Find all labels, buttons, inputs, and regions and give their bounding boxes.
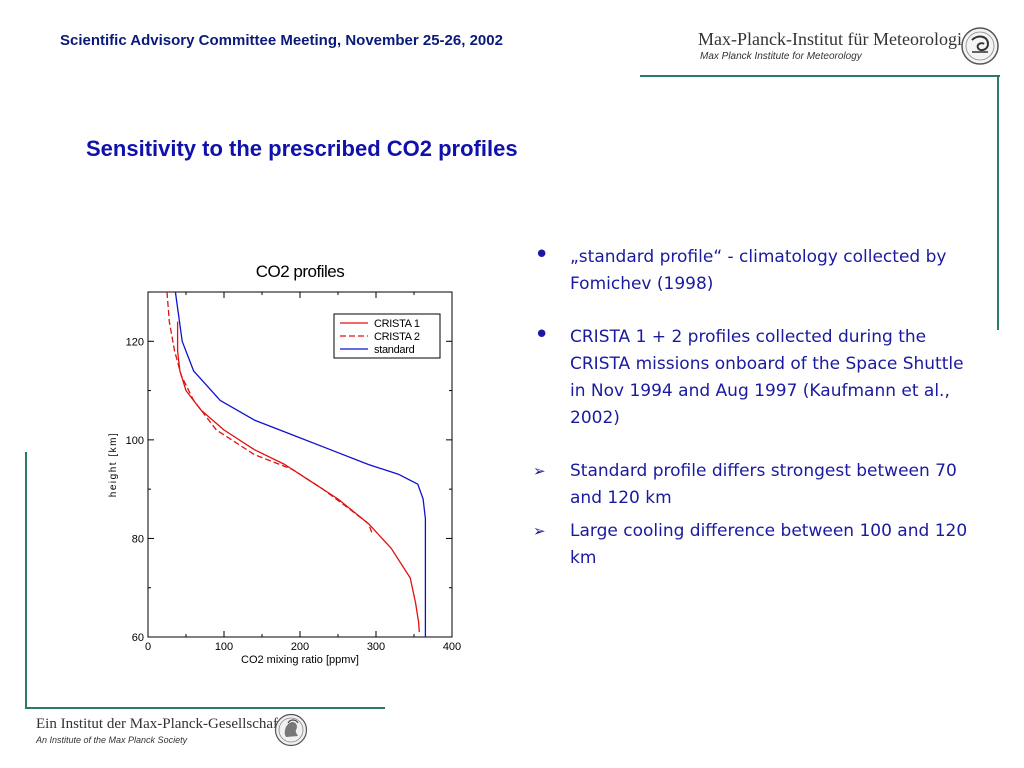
x-tick-label: 400 [443, 641, 461, 653]
left-rule [25, 452, 27, 708]
x-tick-label: 300 [367, 641, 385, 653]
bullet-marker: • [534, 240, 550, 270]
arrow-marker: ➢ [533, 462, 546, 480]
series-line-crista-1 [176, 321, 420, 633]
series-line-standard [174, 291, 427, 637]
slide-title: Sensitivity to the prescribed CO2 profil… [86, 136, 518, 161]
x-tick-label: 100 [215, 641, 233, 653]
x-tick-label: 200 [291, 641, 309, 653]
minerva-logo-icon [274, 713, 308, 747]
y-tick-label: 100 [126, 435, 144, 447]
x-tick-label: 0 [145, 641, 151, 653]
y-tick-label: 80 [132, 533, 144, 545]
bullet-item: • CRISTA 1 + 2 profiles collected during… [532, 320, 972, 432]
co2-profiles-chart: CO2 profiles 0 100 200 300 400 60 80 100 120 CO2 m… [108, 262, 461, 666]
y-tick-label: 60 [132, 632, 144, 644]
bullet-marker: • [534, 320, 550, 350]
bullet-text: CRISTA 1 + 2 profiles collected during t… [570, 327, 964, 428]
y-tick-label: 120 [126, 336, 144, 348]
bottom-rule [25, 707, 385, 709]
bullet-item: ➢ Standard profile differs strongest bet… [532, 458, 972, 512]
y-axis-label: height [km] [108, 432, 119, 497]
top-rule [640, 75, 1000, 77]
bullet-item: ➢ Large cooling difference between 100 a… [532, 518, 972, 572]
institute-subtitle: Max Planck Institute for Meteorology [700, 51, 862, 62]
bullet-text: „standard profile“ - climatology collect… [570, 247, 947, 294]
series-line-crista-2 [166, 291, 373, 534]
meeting-title: Scientific Advisory Committee Meeting, N… [60, 32, 503, 49]
legend-label: CRISTA 1 [374, 318, 420, 330]
arrow-marker: ➢ [533, 522, 546, 540]
bullet-item: • „standard profile“ - climatology colle… [532, 240, 972, 298]
right-rule [997, 75, 999, 330]
institute-logo-icon [961, 27, 999, 65]
chart-title: CO2 profiles [256, 262, 344, 281]
legend-label: CRISTA 2 [374, 331, 420, 343]
institute-name: Max-Planck-Institut für Meteorologie [698, 29, 970, 49]
bullet-list: • „standard profile“ - climatology colle… [532, 240, 972, 572]
bullet-text: Standard profile differs strongest betwe… [570, 461, 957, 508]
x-axis-label: CO2 mixing ratio [ppmv] [241, 654, 359, 666]
bullet-text: Large cooling difference between 100 and… [570, 521, 968, 568]
society-name: Ein Institut der Max-Planck-Gesellschaft [36, 716, 283, 732]
legend-label: standard [374, 344, 415, 356]
society-subtitle: An Institute of the Max Planck Society [36, 735, 188, 745]
